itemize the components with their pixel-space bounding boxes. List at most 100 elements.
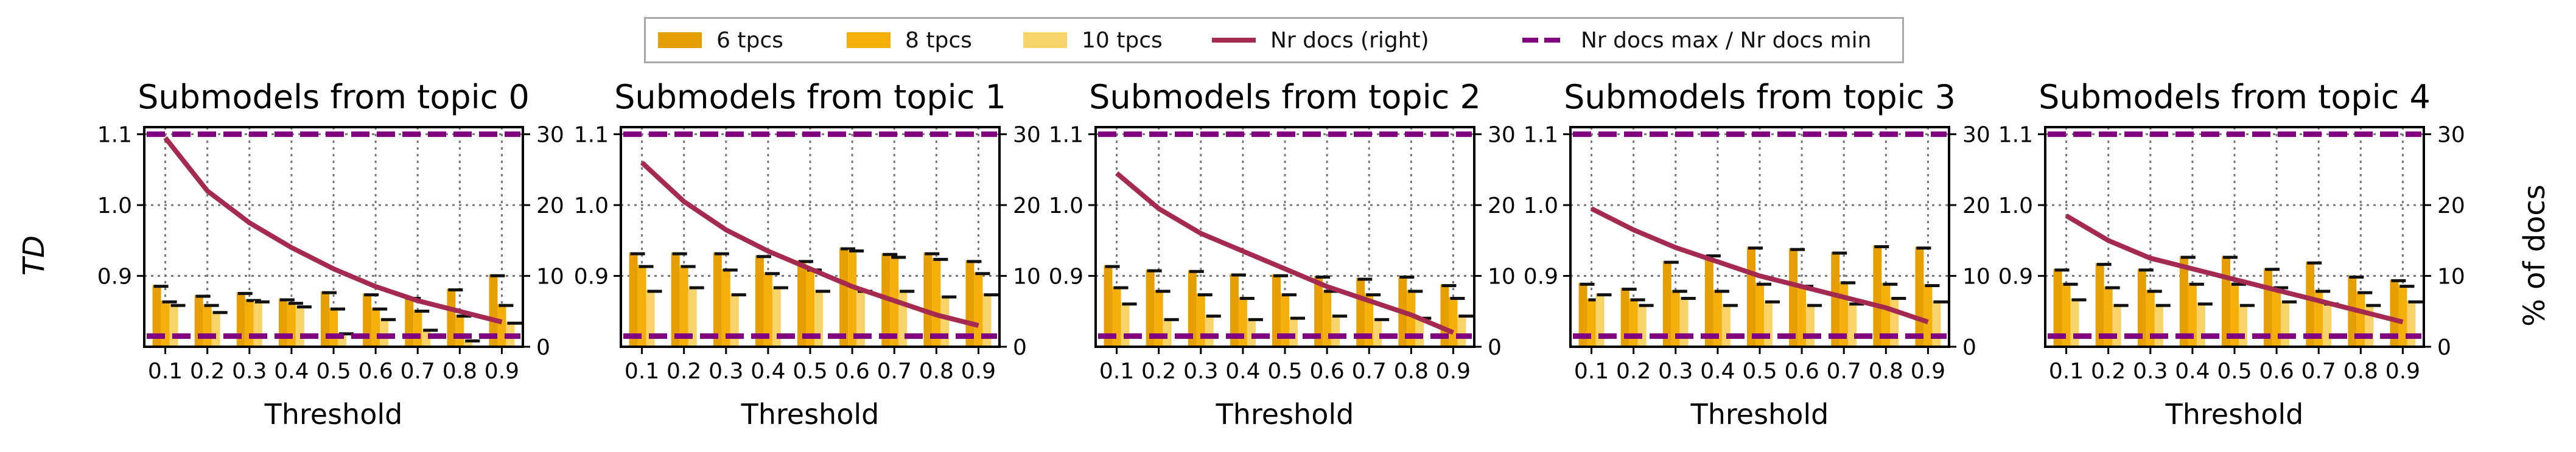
- legend-item-6-tpcs: 6 tpcs: [658, 19, 783, 61]
- x-tick-label: 0.7: [1352, 359, 1387, 384]
- bar-8-tpcs: [413, 310, 422, 347]
- y-tick-label-right: 10: [536, 265, 564, 290]
- bar-10-tpcs: [1806, 304, 1815, 347]
- x-axis-label: Threshold: [2165, 398, 2304, 431]
- y-tick-label-left: 1.1: [1998, 123, 2033, 148]
- bar-8-tpcs: [1323, 290, 1332, 347]
- x-tick-label: 0.5: [2217, 359, 2252, 384]
- bar-8-tpcs: [1112, 287, 1121, 347]
- x-tick-label: 0.3: [1658, 359, 1693, 384]
- chart-title: Submodels from topic 3: [1564, 78, 1956, 116]
- bar-6-tpcs: [2222, 256, 2230, 347]
- x-tick-label: 0.7: [2301, 359, 2336, 384]
- bar-6-tpcs: [1578, 283, 1587, 347]
- x-tick-label: 0.6: [1309, 359, 1344, 384]
- bar-6-tpcs: [629, 252, 638, 347]
- y-tick-label-right: 30: [2437, 123, 2465, 148]
- bar-6-tpcs: [1188, 270, 1197, 347]
- x-tick-label: 0.7: [1827, 359, 1861, 384]
- bar-6-tpcs: [2179, 256, 2188, 347]
- bar-8-tpcs: [1671, 290, 1680, 347]
- bar-8-tpcs: [203, 304, 212, 347]
- bar-10-tpcs: [2112, 304, 2121, 347]
- bar-8-tpcs: [763, 272, 772, 347]
- bar-10-tpcs: [1163, 318, 1172, 347]
- bar-6-tpcs: [2137, 268, 2146, 347]
- bar-10-tpcs: [688, 287, 697, 347]
- legend-swatch-10-tpcs: [1023, 32, 1067, 48]
- bar-8-tpcs: [371, 307, 380, 347]
- bar-8-tpcs: [2188, 283, 2197, 347]
- x-tick-label: 0.6: [358, 359, 393, 384]
- y-tick-label-right: 0: [536, 335, 550, 360]
- bar-6-tpcs: [1104, 265, 1113, 347]
- x-tick-label: 0.4: [1700, 359, 1735, 384]
- bar-6-tpcs: [1915, 246, 1924, 347]
- bar-10-tpcs: [2154, 304, 2163, 347]
- bar-8-tpcs: [848, 249, 857, 347]
- bar-8-tpcs: [2062, 283, 2071, 347]
- chart-title: Submodels from topic 4: [2039, 78, 2431, 116]
- bar-10-tpcs: [1457, 315, 1466, 347]
- bar-8-tpcs: [721, 268, 730, 347]
- bar-10-tpcs: [464, 339, 473, 347]
- x-tick-label: 0.9: [1436, 359, 1471, 384]
- bar-6-tpcs: [447, 288, 456, 347]
- bar-10-tpcs: [2196, 302, 2205, 347]
- bar-8-tpcs: [1154, 290, 1163, 347]
- bar-6-tpcs: [1314, 276, 1323, 347]
- x-tick-label: 0.5: [793, 359, 827, 384]
- bar-8-tpcs: [932, 258, 941, 347]
- x-tick-label: 0.3: [1183, 359, 1218, 384]
- x-tick-label: 0.6: [2259, 359, 2294, 384]
- chart-title: Submodels from topic 1: [614, 78, 1006, 116]
- bar-6-tpcs: [2390, 279, 2399, 347]
- y-tick-label-left: 1.0: [1998, 193, 2033, 218]
- bar-8-tpcs: [2314, 290, 2323, 347]
- bar-6-tpcs: [1704, 254, 1713, 347]
- x-tick-label: 0.3: [2133, 359, 2168, 384]
- bar-6-tpcs: [1662, 261, 1671, 347]
- x-tick-label: 0.1: [148, 359, 183, 384]
- bar-8-tpcs: [1407, 290, 1416, 347]
- y-tick-label-right: 10: [1013, 265, 1041, 290]
- bar-8-tpcs: [637, 265, 646, 347]
- y-tick-label-left: 1.0: [97, 193, 132, 218]
- bar-6-tpcs: [2095, 263, 2104, 347]
- bar-10-tpcs: [253, 301, 262, 347]
- x-tick-label: 0.1: [625, 359, 659, 384]
- x-tick-label: 0.9: [485, 359, 519, 384]
- bar-8-tpcs: [1238, 297, 1247, 347]
- y-axis-label-right: % of docs: [2518, 184, 2552, 327]
- y-tick-label-right: 20: [1488, 193, 1516, 218]
- nr-docs-line: [1590, 206, 1929, 325]
- bar-10-tpcs: [295, 305, 304, 347]
- bar-10-tpcs: [1121, 302, 1130, 347]
- bar-10-tpcs: [1932, 301, 1941, 347]
- bar-6-tpcs: [713, 252, 722, 347]
- chart-panel-3: Submodels from topic 3 0.1 0.2 0.3 0.4 0.5 0.6…: [1524, 78, 1990, 431]
- bar-8-tpcs: [245, 299, 254, 347]
- x-tick-label: 0.3: [232, 359, 267, 384]
- bar-10-tpcs: [1848, 302, 1857, 347]
- legend-swatch-nr-docs: [1212, 38, 1256, 43]
- x-tick-label: 0.2: [667, 359, 701, 384]
- bar-8-tpcs: [2272, 287, 2281, 347]
- bar-8-tpcs: [2398, 285, 2407, 347]
- x-tick-label: 0.8: [1869, 359, 1903, 384]
- bar-6-tpcs: [671, 252, 680, 347]
- x-axis-label: Threshold: [741, 398, 880, 431]
- bar-8-tpcs: [497, 304, 506, 347]
- bar-8-tpcs: [2356, 291, 2365, 347]
- bar-10-tpcs: [2239, 304, 2247, 347]
- bar-10-tpcs: [814, 290, 823, 347]
- x-axis-label: Threshold: [264, 398, 403, 431]
- x-tick-label: 0.5: [1742, 359, 1777, 384]
- bar-6-tpcs: [1747, 246, 1755, 347]
- legend-label: 8 tpcs: [905, 27, 972, 53]
- nr-docs-line: [1115, 171, 1454, 335]
- bar-10-tpcs: [1247, 318, 1256, 347]
- bar-6-tpcs: [923, 252, 933, 347]
- y-tick-label-right: 10: [1962, 265, 1990, 290]
